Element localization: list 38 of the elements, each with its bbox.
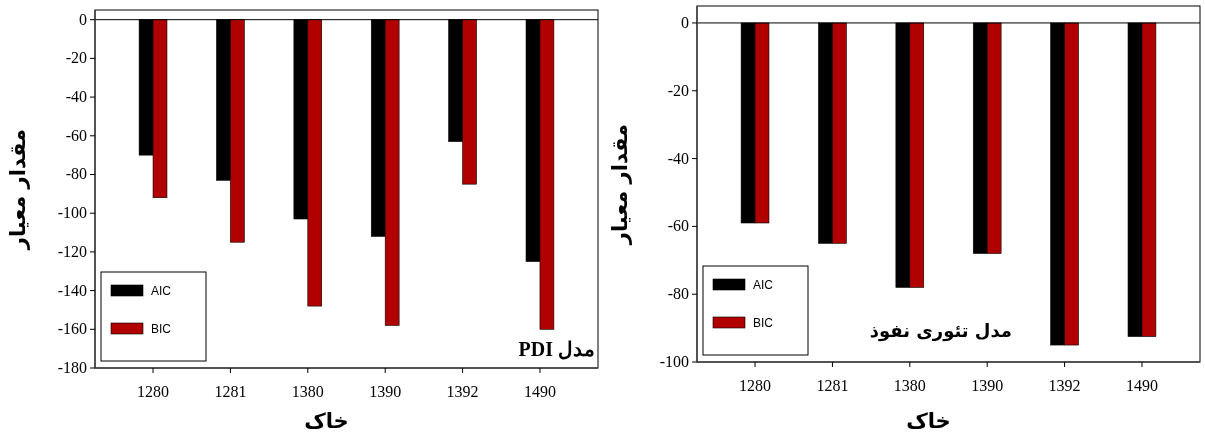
y-tick-label: -20 (667, 81, 689, 99)
x-tick-label: 1392 (1048, 377, 1081, 394)
y-tick-label: -40 (667, 149, 689, 167)
x-tick-label: 1280 (739, 377, 772, 394)
y-tick-label: -80 (667, 285, 689, 303)
y-tick-label: -140 (57, 281, 87, 299)
y-tick-label: -160 (57, 320, 87, 338)
y-tick-label: -180 (57, 359, 87, 376)
y-tick-label: -80 (65, 165, 87, 183)
x-axis-title: خاک (906, 409, 951, 433)
y-tick-label: -20 (65, 49, 87, 67)
annotation: مدل تئوری نفوذ (869, 320, 1012, 342)
y-tick-label: 0 (681, 13, 689, 31)
y-tick-label: -120 (57, 242, 87, 260)
x-tick-label: 1390 (369, 383, 402, 400)
y-tick-label: -100 (659, 353, 689, 370)
x-tick-label: 1490 (523, 383, 556, 400)
legend-label: AIC (151, 284, 172, 298)
y-axis-title: مقدار معیار (608, 123, 632, 246)
legend-label: BIC (151, 322, 172, 336)
y-tick-label: -100 (57, 204, 87, 222)
x-tick-label: 1392 (446, 383, 479, 400)
legend-label: AIC (753, 278, 774, 292)
x-tick-label: 1281 (816, 377, 849, 394)
x-tick-label: 1380 (893, 377, 926, 394)
y-tick-label: -60 (65, 126, 87, 144)
x-tick-label: 1490 (1125, 377, 1158, 394)
y-tick-label: 0 (79, 10, 87, 28)
legend-label: BIC (753, 316, 774, 330)
y-tick-label: -60 (667, 217, 689, 235)
x-tick-label: 1281 (214, 383, 247, 400)
x-tick-label: 1280 (137, 383, 170, 400)
x-tick-label: 1380 (291, 383, 324, 400)
y-axis-title: مقدار معیار (6, 128, 30, 251)
y-tick-label: -40 (65, 88, 87, 106)
x-axis-title: خاک (304, 409, 349, 433)
annotation: مدل PDI (518, 338, 595, 360)
x-tick-label: 1390 (971, 377, 1004, 394)
